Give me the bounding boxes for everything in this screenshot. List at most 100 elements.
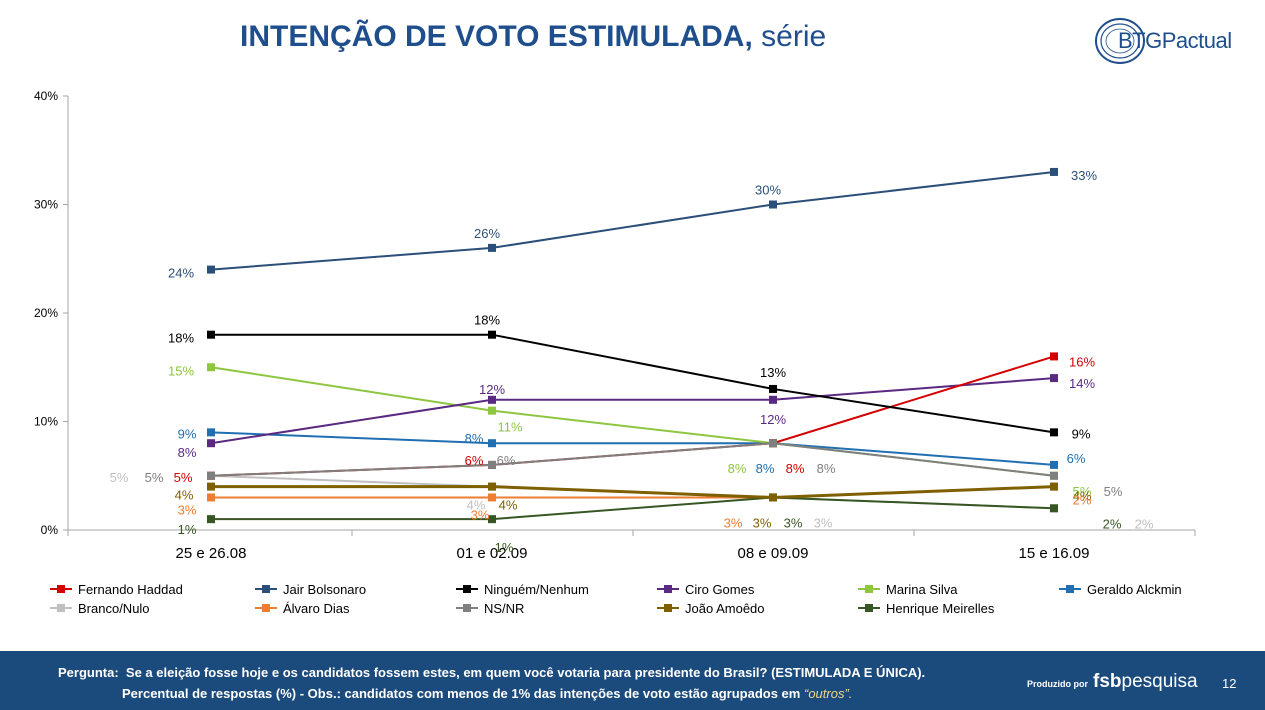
series-line (210, 442, 1055, 477)
page-title: INTENÇÃO DE VOTO ESTIMULADA, série (240, 20, 826, 54)
line-chart: 0% 10% 20% 30% 40% 25 e 26.08 01 e 02.09 08 e 0… (34, 89, 1196, 616)
data-label: 3% (814, 515, 833, 530)
y-tick-label: 0% (41, 523, 59, 537)
question-text: Se a eleição fosse hoje e os candidatos … (125, 665, 926, 680)
series-line (210, 366, 1055, 477)
data-label: 14% (1069, 376, 1095, 391)
data-point (207, 363, 215, 372)
x-tick-label: 08 e 09.09 (738, 545, 809, 562)
legend-label: Ciro Gomes (685, 582, 755, 597)
data-label: 18% (168, 331, 194, 346)
data-label: 4% (499, 498, 518, 513)
data-label: 5% (1073, 484, 1092, 499)
data-label: 6% (497, 453, 516, 468)
note-line: Percentual de respostas (%) - Obs.: cand… (122, 686, 852, 701)
series-line (211, 496, 1055, 521)
legend-label: João Amoêdo (685, 601, 765, 616)
data-label: 4% (175, 488, 194, 503)
data-point (1050, 482, 1058, 491)
data-point (1050, 471, 1058, 480)
legend-marker (865, 604, 873, 612)
data-point (1050, 374, 1058, 383)
data-label: 8% (178, 445, 197, 460)
data-label: 2% (1135, 516, 1154, 531)
y-tick-label: 40% (34, 89, 58, 103)
series-line (210, 377, 1055, 445)
legend-label: Fernando Haddad (78, 582, 183, 597)
data-point (207, 265, 215, 274)
question-line: Pergunta: Se a eleição fosse hoje e os c… (58, 665, 925, 680)
data-point (488, 395, 496, 404)
data-label: 3% (724, 515, 743, 530)
data-label: 33% (1071, 168, 1097, 183)
note-text: Percentual de respostas (%) - Obs.: cand… (122, 686, 801, 701)
series-line (211, 333, 1055, 434)
data-label: 12% (760, 412, 786, 427)
data-point (207, 515, 215, 524)
legend-label: NS/NR (484, 601, 524, 616)
data-label: 3% (753, 515, 772, 530)
legend-marker (262, 585, 270, 593)
legend-label: Geraldo Alckmin (1087, 582, 1182, 597)
legend-label: Branco/Nulo (78, 601, 150, 616)
data-label: 5% (1104, 484, 1123, 499)
y-tick-label: 20% (34, 306, 58, 320)
legend-marker (463, 585, 471, 593)
data-label: 30% (755, 183, 781, 198)
data-point (1050, 428, 1058, 437)
data-point (488, 460, 496, 469)
data-label: 8% (786, 461, 805, 476)
data-label: 4% (467, 498, 486, 513)
data-point (769, 384, 777, 393)
data-label: 4% (1073, 489, 1092, 504)
data-label: 11% (497, 420, 522, 435)
legend-marker (865, 585, 873, 593)
data-point (207, 428, 215, 437)
data-label: 8% (465, 431, 484, 446)
data-label: 2% (1103, 516, 1122, 531)
fsb-logo: fsbpesquisa (1093, 671, 1198, 693)
data-label: 8% (756, 461, 775, 476)
data-point (488, 515, 496, 524)
logo-text: BTGPactual (1118, 28, 1232, 53)
title-bold: INTENÇÃO DE VOTO ESTIMULADA, (240, 20, 753, 53)
series-line (211, 485, 1055, 499)
data-label: 6% (465, 453, 484, 468)
data-label: 5% (145, 470, 164, 485)
note-quote: “outros”. (803, 686, 853, 701)
data-point (207, 493, 215, 502)
data-label: 13% (760, 365, 786, 380)
data-label: 8% (728, 461, 747, 476)
title-rest: série (752, 20, 827, 53)
data-point (488, 406, 496, 415)
data-point (769, 200, 777, 209)
series-line (210, 355, 1055, 477)
data-label: 15% (168, 363, 194, 378)
data-point (1050, 504, 1058, 513)
legend-marker (664, 585, 672, 593)
data-label: 8% (817, 461, 836, 476)
data-label: 26% (474, 226, 500, 241)
x-tick-label: 01 e 02.09 (457, 545, 528, 562)
fsb-logo-bold: fsb (1093, 671, 1122, 692)
data-point (1050, 352, 1058, 361)
footer-bar (0, 651, 1265, 710)
data-point (769, 439, 777, 448)
data-label: 5% (110, 470, 129, 485)
data-point (488, 439, 496, 448)
x-tick-label: 15 e 16.09 (1019, 545, 1090, 562)
legend-label: Jair Bolsonaro (283, 582, 366, 597)
data-point (488, 493, 496, 502)
data-point (488, 482, 496, 491)
data-label: 9% (1072, 426, 1091, 441)
legend-label: Henrique Meirelles (886, 601, 995, 616)
data-label: 12% (479, 382, 505, 397)
data-point (488, 330, 496, 339)
data-point (207, 330, 215, 339)
legend-marker (57, 604, 65, 612)
data-point (207, 482, 215, 491)
fsb-logo-rest: pesquisa (1121, 671, 1198, 692)
data-label: 2% (1073, 493, 1092, 508)
question-label: Pergunta: (58, 665, 119, 680)
legend-marker (463, 604, 471, 612)
